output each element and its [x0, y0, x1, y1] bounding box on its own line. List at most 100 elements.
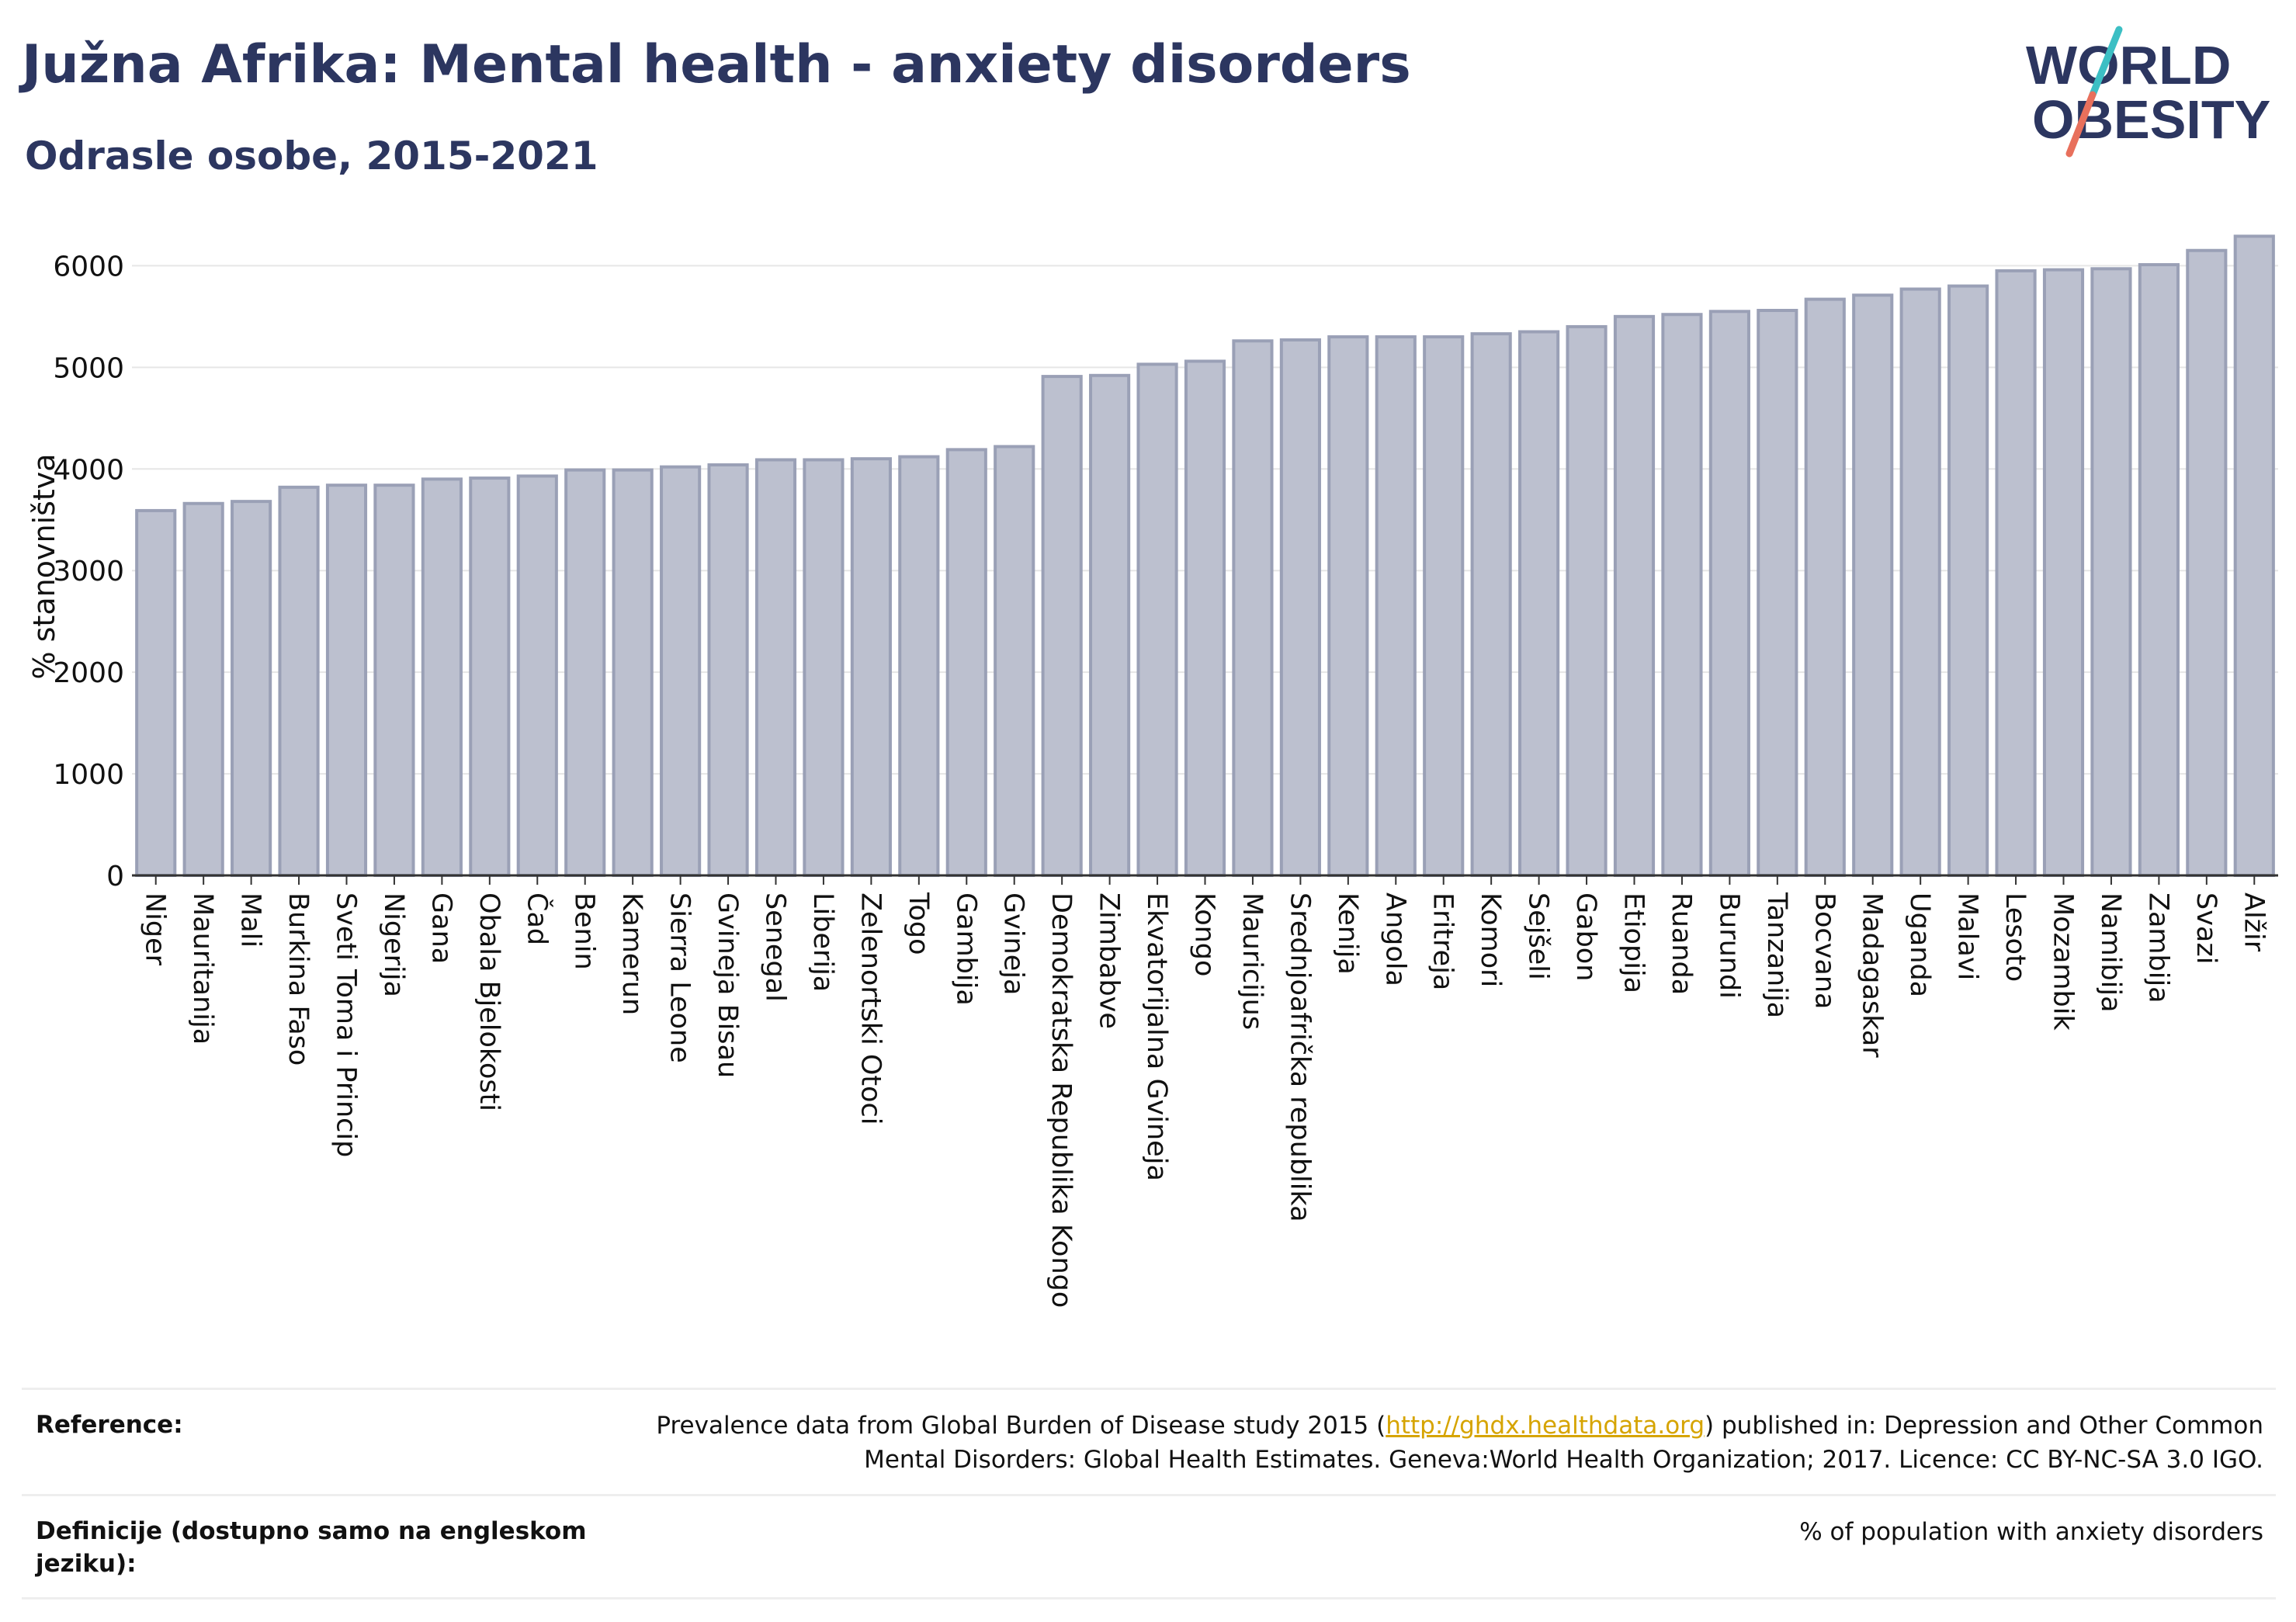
x-tick-label: Zelenortski Otoci [855, 892, 886, 1125]
x-tick-label: Madagaskar [1857, 892, 1888, 1058]
definition-text: % of population with anxiety disorders [1799, 1518, 2263, 1546]
x-tick-label: Gvineja Bisau [712, 892, 743, 1078]
bar [1661, 313, 1703, 878]
bar [516, 474, 558, 877]
bars [135, 234, 2275, 878]
x-tick-label: Čad [521, 892, 553, 945]
bar [2233, 234, 2275, 877]
bar [469, 477, 511, 877]
y-tick-label: 3000 [53, 556, 124, 587]
x-tick-label: Demokratska Republika Kongo [1046, 892, 1077, 1308]
x-tick-label: Senegal [760, 892, 791, 1002]
bar [1423, 335, 1465, 877]
bar [898, 455, 940, 877]
x-tick-label: Mozambik [2048, 892, 2079, 1031]
x-tick-label: Svazi [2190, 892, 2221, 964]
x-tick-label: Zimbabve [1094, 892, 1125, 1029]
y-tick-label: 5000 [53, 352, 124, 384]
bar [135, 508, 177, 877]
x-tick-label: Uganda [1904, 892, 1935, 997]
bar [1327, 335, 1369, 877]
bar [707, 463, 749, 877]
logo-slash-teal [2089, 26, 2123, 99]
x-tick-label: Eritreja [1427, 892, 1458, 990]
bar [325, 483, 368, 877]
x-tick-label: Srednjoafrička republika [1284, 892, 1315, 1222]
y-tick-label: 2000 [53, 657, 124, 689]
logo-slash-coral [2065, 91, 2097, 158]
bar [1947, 284, 1989, 877]
x-tick-label: Sierra Leone [664, 892, 695, 1063]
x-tick-label: Gvineja [998, 892, 1029, 995]
x-tick-label: Alžir [2238, 892, 2269, 952]
y-tick-label: 0 [106, 861, 124, 892]
x-tick-label: Gabon [1570, 892, 1601, 981]
bar [1708, 310, 1750, 877]
bar [1852, 293, 1894, 877]
x-tick-label: Mauricijus [1236, 892, 1268, 1030]
bar [1089, 373, 1131, 878]
x-tick-label: Namibija [2095, 892, 2126, 1013]
bar [278, 485, 320, 877]
chart-title: Južna Afrika: Mental health - anxiety di… [22, 34, 1411, 95]
bar [1041, 375, 1083, 877]
bar [2186, 248, 2228, 877]
reference-link[interactable]: http://ghdx.healthdata.org [1386, 1412, 1705, 1440]
bar [421, 477, 463, 877]
y-tick-label: 1000 [53, 759, 124, 791]
x-tick-label: Burkina Faso [283, 892, 314, 1066]
x-tick-label: Ruanda [1666, 892, 1697, 995]
bar [612, 468, 654, 877]
reference-text-pre: Prevalence data from Global Burden of Di… [656, 1412, 1386, 1440]
bar [850, 457, 892, 877]
x-tick-label: Tanzanija [1761, 892, 1792, 1018]
x-tick-label: Malavi [1952, 892, 1983, 980]
world-obesity-logo: WORLD OBESITY [2026, 26, 2270, 158]
footer-table: Reference: Prevalence data from Global B… [22, 1388, 2276, 1599]
chart-subtitle: Odrasle osobe, 2015-2021 [25, 133, 598, 178]
x-tick-label: Togo [903, 892, 934, 955]
x-tick-label: Sejšeli [1523, 892, 1554, 980]
reference-text: Prevalence data from Global Burden of Di… [618, 1409, 2263, 1477]
bar [1995, 269, 2037, 877]
bar [182, 501, 224, 877]
bar [660, 465, 702, 877]
x-tick-label: Gana [425, 892, 456, 964]
bar [564, 468, 606, 877]
bar [1279, 338, 1321, 878]
bar [945, 448, 987, 877]
bar [1804, 297, 1846, 878]
bar [803, 458, 845, 877]
bar [1613, 314, 1656, 877]
bar [231, 500, 272, 878]
x-tick-label: Kamerun [616, 892, 647, 1015]
x-tick-label: Niger [140, 892, 171, 966]
bar [1232, 339, 1274, 877]
bar-chart: 0 1000 2000 3000 4000 5000 6000 Niger Mauritanij… [27, 234, 2278, 1308]
x-tick-label: Komori [1475, 892, 1506, 987]
x-tick-label: Sveti Toma i Princip [331, 892, 362, 1157]
x-tick-label: Lesoto [1999, 892, 2031, 982]
x-tick-label: Nigerija [378, 892, 409, 997]
bar [1136, 362, 1178, 877]
bar [1899, 287, 1941, 878]
bar [1757, 308, 1798, 877]
x-tick-label: Mali [235, 892, 266, 948]
bar [2138, 263, 2180, 877]
bar [1184, 359, 1226, 877]
y-tick-label: 6000 [53, 251, 124, 282]
x-tick-label: Obala Bjelokosti [473, 892, 505, 1111]
x-tick-label: Mauritanija [187, 892, 218, 1045]
x-tick-label: Bocvana [1809, 892, 1840, 1009]
x-tick-label: Ekvatorijalna Gvineja [1141, 892, 1172, 1181]
y-tick-label: 4000 [53, 454, 124, 486]
x-tick-label: Kongo [1189, 892, 1220, 976]
bar [1375, 335, 1417, 877]
bar [1566, 324, 1608, 877]
x-tick-label: Angola [1379, 892, 1410, 986]
bar [1470, 332, 1512, 877]
x-tick-label: Etiopija [1618, 892, 1649, 993]
x-tick-label: Kenija [1332, 892, 1363, 975]
definition-label: Definicije (dostupno samo na engleskom j… [36, 1517, 587, 1578]
bar [2042, 268, 2085, 877]
